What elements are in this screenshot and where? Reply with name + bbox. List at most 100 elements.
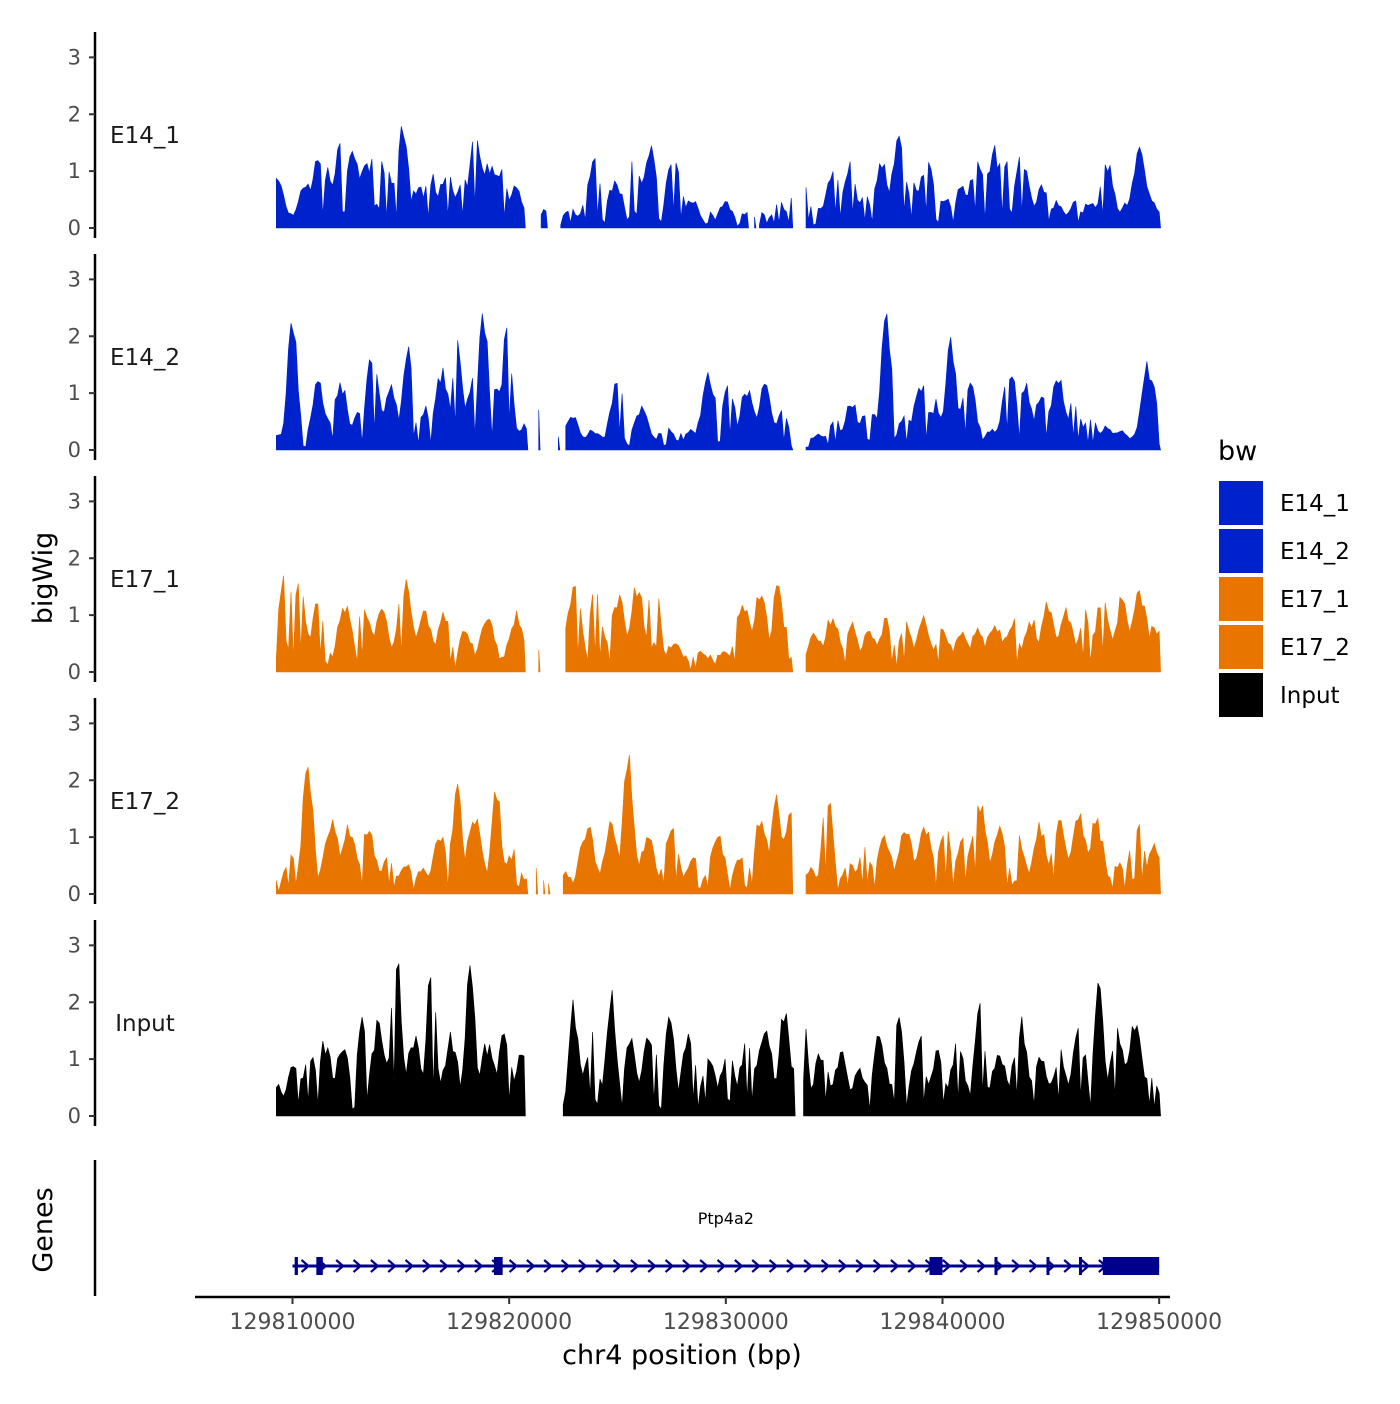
y-tick-label: 2 — [68, 324, 81, 348]
gene-track: Genes Ptp4a2 — [28, 1160, 1160, 1296]
strand-arrow — [838, 1259, 848, 1273]
signal-area — [276, 126, 526, 229]
strand-arrow — [820, 1259, 831, 1273]
gene-name: Ptp4a2 — [698, 1209, 754, 1228]
signal-area — [548, 883, 551, 895]
x-axis: 129810000 129820000 129830000 129840000 1298… — [195, 1295, 1222, 1335]
track-e14-1: 0 1 2 3 E14_1 — [68, 32, 1161, 240]
x-tick-label: 129830000 — [663, 1310, 789, 1335]
signal-area — [276, 313, 529, 451]
y-tick-label: 1 — [68, 603, 81, 627]
signal-area — [562, 754, 794, 895]
strand-arrow — [474, 1259, 484, 1273]
signal-area — [562, 989, 796, 1117]
y-tick-label: 1 — [68, 1047, 81, 1071]
y-tick-label: 3 — [68, 45, 81, 69]
y-axis-title: bigWig — [28, 532, 59, 625]
track-e17-2: 0 1 2 3 E17_2 — [68, 698, 1161, 906]
track-e14-2: 0 1 2 3 E14_2 — [68, 254, 1161, 462]
strand-arrow — [456, 1259, 467, 1273]
y-tick-label: 2 — [68, 546, 81, 570]
signal-area — [805, 135, 1161, 229]
signal-area — [759, 197, 794, 229]
track-label: E14_1 — [110, 123, 180, 149]
exon — [929, 1257, 943, 1275]
strand-arrow — [370, 1259, 380, 1273]
strand-arrow — [976, 1259, 987, 1273]
y-tick-label: 2 — [68, 990, 81, 1014]
signal-area — [538, 649, 541, 673]
strand-arrow — [1080, 1259, 1091, 1273]
signal-area — [558, 436, 561, 451]
x-tick-label: 129810000 — [230, 1310, 356, 1335]
strand-arrow — [508, 1259, 519, 1273]
x-axis-title: chr4 position (bp) — [562, 1340, 802, 1371]
strand-arrow — [872, 1259, 883, 1273]
signal-area — [543, 880, 546, 895]
y-tick-label: 1 — [68, 381, 81, 405]
strand-arrow — [352, 1259, 363, 1273]
strand-arrow — [734, 1259, 744, 1273]
signal-area — [276, 575, 526, 673]
strand-arrow — [699, 1259, 709, 1273]
strand-arrow — [612, 1259, 623, 1273]
strand-arrow — [907, 1259, 917, 1273]
x-tick-label: 129850000 — [1096, 1310, 1222, 1335]
signal-area — [538, 409, 541, 451]
y-tick-label: 1 — [68, 825, 81, 849]
legend-swatch — [1219, 577, 1263, 621]
legend-label: Input — [1280, 683, 1340, 709]
track-label: E17_2 — [110, 789, 180, 815]
strand-arrow — [422, 1259, 432, 1273]
y-tick-label: 3 — [68, 933, 81, 957]
strand-arrow — [335, 1259, 345, 1273]
signal-area — [276, 963, 526, 1117]
y-tick-label: 0 — [68, 216, 81, 240]
y-tick-label: 0 — [68, 1104, 81, 1128]
strand-arrow — [803, 1259, 813, 1273]
gene-track-label: Genes — [28, 1187, 59, 1272]
strand-arrow — [387, 1259, 397, 1273]
legend-label: E17_1 — [1280, 587, 1350, 613]
strand-arrow — [526, 1259, 536, 1273]
signal-area — [803, 982, 1161, 1117]
legend-swatch — [1219, 625, 1263, 669]
signal-area — [754, 216, 757, 229]
legend-swatch — [1219, 673, 1263, 717]
track-label: Input — [115, 1011, 175, 1037]
signal-area — [560, 145, 749, 229]
y-tick-label: 0 — [68, 660, 81, 684]
exon — [494, 1257, 503, 1275]
x-tick-label: 129840000 — [880, 1310, 1006, 1335]
y-tick-label: 0 — [68, 882, 81, 906]
y-tick-label: 3 — [68, 267, 81, 291]
y-tick-label: 3 — [68, 711, 81, 735]
signal-area — [565, 372, 794, 451]
y-tick-label: 2 — [68, 102, 81, 126]
strand-arrow — [560, 1259, 571, 1273]
strand-arrow — [1028, 1259, 1039, 1273]
exon — [1102, 1257, 1160, 1275]
legend-label: E14_2 — [1280, 539, 1350, 565]
track-label: E17_1 — [110, 567, 180, 593]
exon — [994, 1257, 998, 1275]
strand-arrow — [300, 1259, 311, 1273]
strand-arrow — [630, 1259, 640, 1273]
exon — [1079, 1257, 1082, 1275]
strand-arrow — [786, 1259, 796, 1273]
y-tick-label: 1 — [68, 159, 81, 183]
strand-arrow — [942, 1259, 952, 1273]
strand-arrow — [890, 1259, 900, 1273]
strand-arrow — [595, 1259, 605, 1273]
bigwig-tracks: 0 1 2 3 E14_1 0 1 2 3 E14_2 0 1 2 3 E17_1 0 1 2 3 E17_2 0 1 2 3… — [68, 32, 1161, 1128]
legend: bw E14_1 E14_2 E17_1 E17_2 Input — [1218, 436, 1350, 717]
strand-arrow — [404, 1259, 415, 1273]
track-e17-1: 0 1 2 3 E17_1 — [68, 476, 1161, 684]
track-label: E14_2 — [110, 345, 180, 371]
x-tick-label: 129820000 — [446, 1310, 572, 1335]
strand-arrow — [751, 1259, 761, 1273]
strand-arrow — [959, 1259, 969, 1273]
y-tick-label: 3 — [68, 489, 81, 513]
